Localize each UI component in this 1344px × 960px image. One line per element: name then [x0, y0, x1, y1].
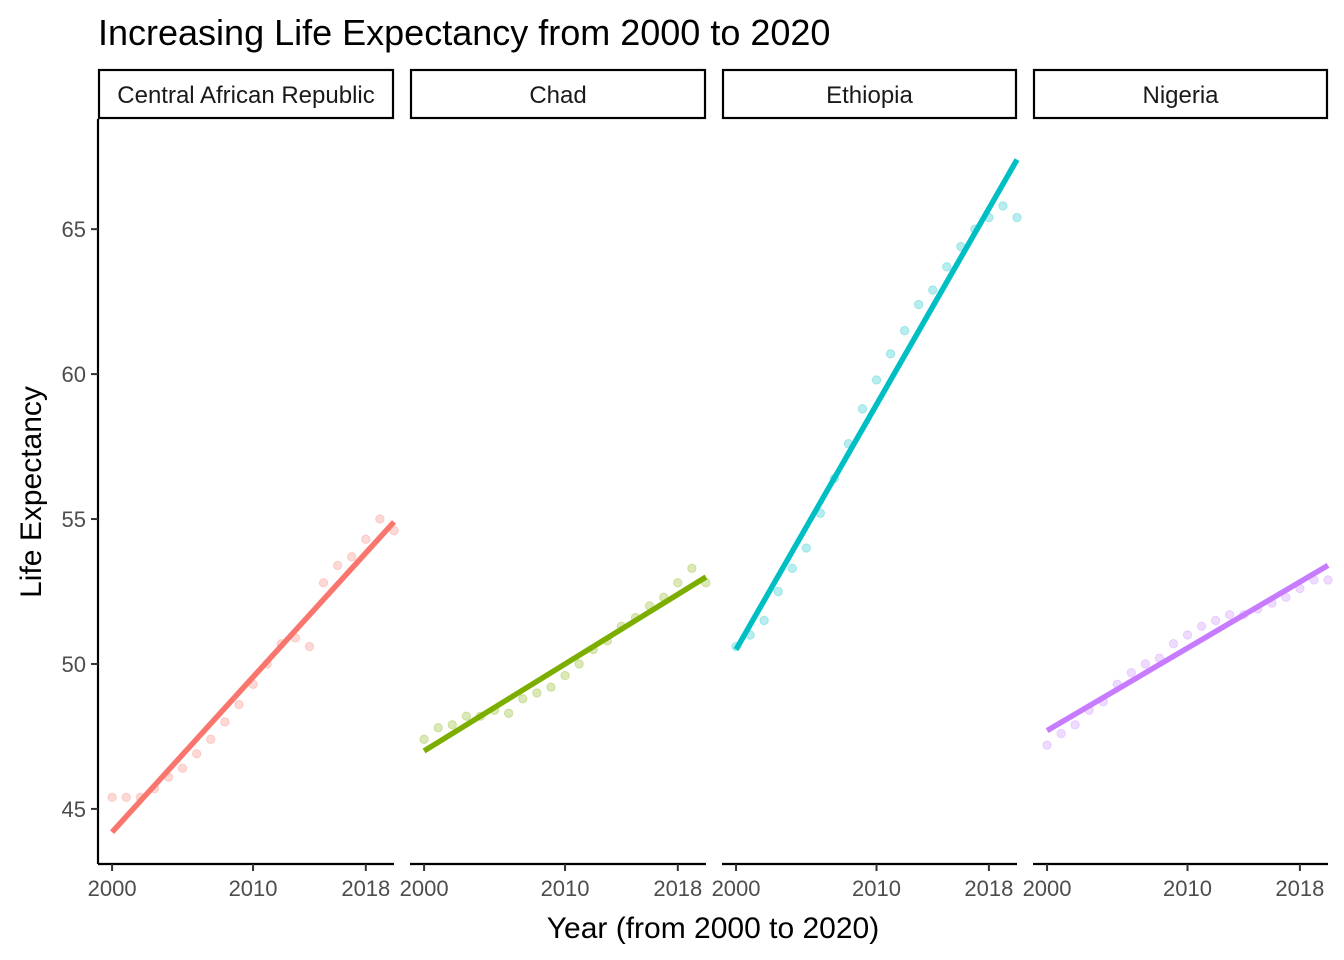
data-point	[1126, 667, 1137, 678]
data-point	[1042, 740, 1052, 750]
facet-strip-chad: Chad	[409, 68, 707, 120]
facet-strip-box	[97, 68, 395, 120]
facet-panel-chad	[419, 563, 711, 754]
data-point	[787, 563, 797, 574]
facet-strip-ethiopia: Ethiopia	[721, 68, 1018, 120]
data-point	[234, 699, 244, 710]
y-tick-label: 60	[62, 362, 86, 387]
x-tick-label: 2000	[1023, 876, 1072, 901]
x-tick-label: 2018	[341, 876, 390, 901]
data-point	[206, 734, 216, 745]
x-axis-nigeria: 2000 2010 2018	[1023, 862, 1328, 901]
data-point	[361, 534, 371, 545]
y-tick-label: 45	[62, 797, 86, 822]
x-tick-label: 2010	[1163, 876, 1212, 901]
x-tick-label: 2018	[1275, 876, 1324, 901]
data-point	[857, 404, 868, 414]
facet-strip-central-african-republic: Central African Republic	[97, 68, 395, 120]
data-point	[347, 552, 357, 562]
data-point	[121, 792, 131, 803]
data-point	[673, 578, 683, 588]
facet-panel-nigeria	[1042, 563, 1333, 750]
data-point	[1182, 630, 1193, 640]
data-point	[560, 670, 570, 681]
data-point	[107, 792, 117, 803]
data-point	[942, 262, 952, 272]
y-axis-title: Life Expectancy	[15, 386, 48, 598]
trend-line	[1045, 563, 1330, 734]
data-point	[191, 749, 202, 759]
data-point	[885, 349, 896, 359]
data-point	[574, 659, 584, 669]
y-tick-label: 55	[62, 507, 86, 532]
facet-strip-label: Nigeria	[1142, 82, 1219, 109]
data-point	[871, 375, 882, 385]
x-tick-label: 2000	[400, 876, 449, 901]
facet-strip-box	[721, 68, 1018, 120]
data-point	[1070, 720, 1080, 730]
x-tick-label: 2018	[964, 876, 1013, 901]
facet-panel-central-african-republic	[107, 514, 399, 834]
trend-line	[733, 158, 1020, 651]
data-point	[177, 763, 188, 774]
y-axis: 45 50 55 60 65	[62, 119, 100, 864]
data-point	[928, 285, 938, 295]
facet-strip-label: Central African Republic	[117, 82, 374, 109]
data-point	[1056, 728, 1066, 739]
data-point	[332, 560, 343, 571]
facet-panel-ethiopia	[731, 158, 1022, 652]
facet-strip-box	[1032, 68, 1329, 120]
x-tick-label: 2018	[653, 876, 702, 901]
x-axis-central-african-republic: 2000 2010 2018	[88, 862, 394, 901]
data-point	[1224, 610, 1235, 620]
facet-panels	[107, 158, 1333, 834]
x-axes: 2000 2010 2018 2000 2010 2018 2000 2010 2018 2000…	[88, 862, 1328, 901]
data-point	[433, 723, 443, 733]
x-tick-label: 2010	[852, 876, 901, 901]
data-point	[1196, 621, 1207, 631]
y-tick-label: 65	[62, 217, 86, 242]
data-point	[419, 734, 429, 745]
x-tick-label: 2010	[541, 876, 590, 901]
data-point	[1140, 659, 1151, 669]
data-point	[546, 682, 556, 692]
data-point	[518, 694, 528, 704]
x-axis-chad: 2000 2010 2018	[400, 862, 706, 901]
chart-title: Increasing Life Expectancy from 2000 to …	[98, 12, 830, 53]
x-tick-label: 2000	[88, 876, 137, 901]
data-point	[220, 717, 230, 727]
y-tick-label: 50	[62, 652, 86, 677]
facet-strip-nigeria: Nigeria	[1032, 68, 1329, 120]
facet-strip-label: Chad	[529, 82, 586, 109]
facet-strip-label: Ethiopia	[826, 82, 913, 109]
trend-line	[110, 520, 397, 834]
data-point	[1012, 212, 1022, 223]
data-point	[913, 299, 924, 310]
data-point	[773, 586, 783, 597]
x-tick-label: 2000	[712, 876, 761, 901]
data-point	[998, 201, 1008, 211]
facet-strips: Central African Republic Chad Ethiopia Nige…	[97, 68, 1329, 120]
data-point	[304, 641, 315, 652]
x-axis-title: Year (from 2000 to 2020)	[547, 912, 879, 945]
x-tick-label: 2010	[229, 876, 278, 901]
data-point	[1168, 638, 1179, 649]
data-point	[503, 708, 514, 718]
data-point	[461, 711, 472, 721]
data-point	[687, 563, 697, 574]
data-point	[899, 325, 910, 336]
data-point	[801, 543, 811, 553]
data-point	[375, 514, 385, 524]
data-point	[1323, 575, 1333, 585]
data-point	[759, 615, 769, 626]
data-point	[318, 578, 329, 588]
facet-strip-box	[409, 68, 707, 120]
data-point	[532, 688, 542, 698]
x-axis-ethiopia: 2000 2010 2018	[712, 862, 1017, 901]
data-point	[447, 720, 457, 730]
trend-line	[422, 574, 708, 754]
data-point	[1210, 615, 1221, 626]
